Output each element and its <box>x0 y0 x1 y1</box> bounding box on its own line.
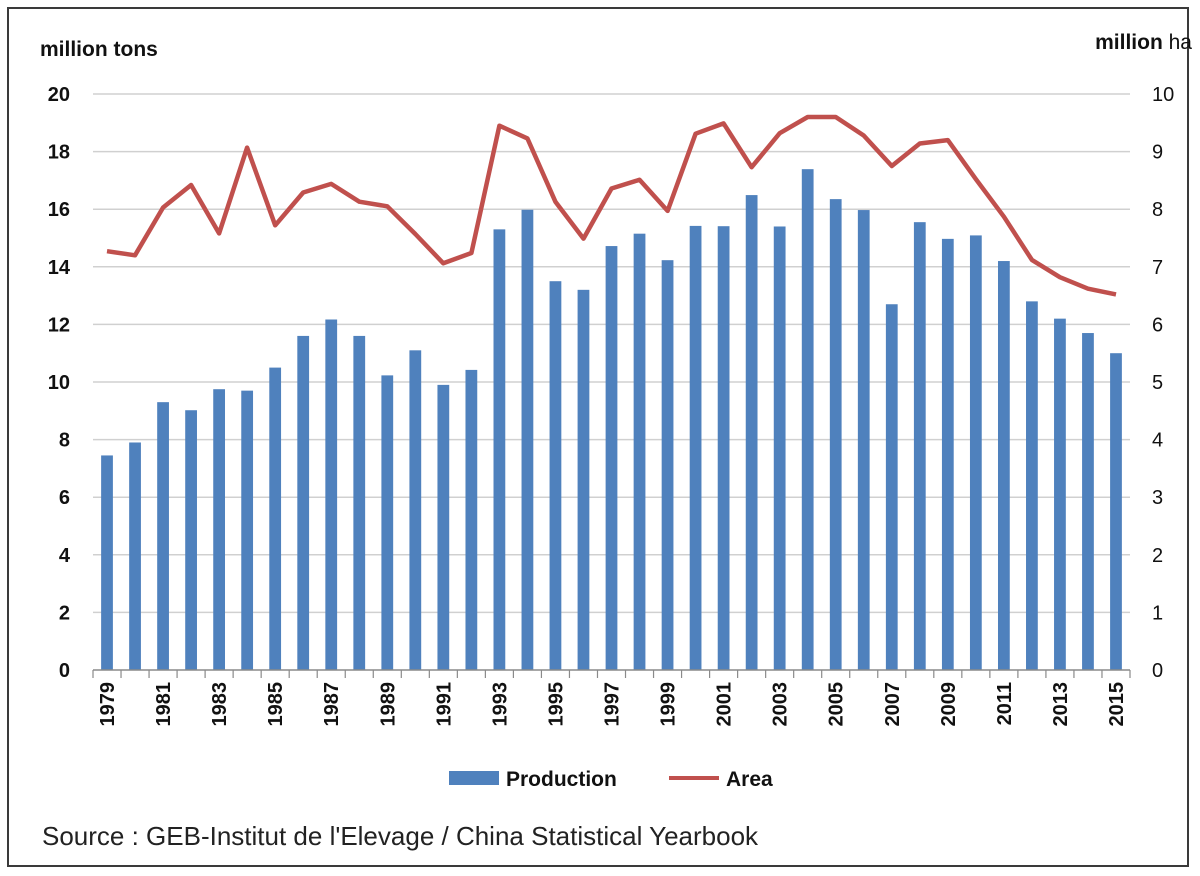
x-tick-label-1983: 1983 <box>209 682 231 727</box>
x-tick-label-2007: 2007 <box>882 682 904 727</box>
production-bar-2014 <box>1082 333 1094 670</box>
left-tick-label: 4 <box>59 545 71 567</box>
area-line <box>106 114 1117 297</box>
left-tick-label: 6 <box>59 487 70 509</box>
production-bar-2012 <box>1026 301 1038 670</box>
right-tick-label: 5 <box>1152 372 1163 394</box>
production-bar-1992 <box>465 369 478 670</box>
left-axis-unit: million tons <box>40 38 158 61</box>
x-tick-label-1979: 1979 <box>97 682 119 727</box>
production-bar-1984 <box>241 390 254 670</box>
production-bar-1993 <box>493 229 506 671</box>
production-bar-2010 <box>969 235 982 670</box>
right-axis-ticks: 0 1 2 3 4 5 6 7 8 9 10 <box>1152 84 1174 682</box>
production-bar-1987 <box>325 319 338 670</box>
production-bar-1994 <box>521 209 534 670</box>
production-bars <box>101 169 1122 671</box>
left-tick-label: 14 <box>48 257 71 279</box>
axes <box>92 669 1131 678</box>
production-bar-1979 <box>101 455 113 670</box>
left-tick-label: 20 <box>48 84 70 106</box>
x-tick-label-1985: 1985 <box>265 682 287 727</box>
left-tick-label: 18 <box>48 142 70 164</box>
production-bar-1990 <box>409 350 422 670</box>
area-line-layer <box>106 114 1117 297</box>
left-tick-label: 2 <box>59 602 70 624</box>
left-tick-label: 12 <box>48 314 70 336</box>
x-tick-label-1989: 1989 <box>377 682 399 727</box>
production-bar-2001 <box>717 226 730 670</box>
right-tick-label: 2 <box>1152 545 1163 567</box>
right-tick-label: 6 <box>1152 314 1163 336</box>
x-tick-label-2015: 2015 <box>1106 682 1128 727</box>
right-axis-unit-bold: million <box>1095 31 1163 54</box>
production-bar-1981 <box>157 402 169 670</box>
production-bar-2008 <box>913 222 926 670</box>
x-tick-label-2001: 2001 <box>714 682 736 727</box>
x-tick-label-2003: 2003 <box>770 682 792 727</box>
production-bar-2011 <box>997 261 1010 670</box>
production-bar-1985 <box>269 367 282 670</box>
x-tick-label-1987: 1987 <box>321 682 343 727</box>
left-axis-ticks: 0 2 4 6 8 10 12 14 16 18 20 <box>48 84 71 682</box>
right-tick-label: 10 <box>1152 84 1174 106</box>
production-bar-2015 <box>1110 353 1122 670</box>
right-tick-label: 0 <box>1152 660 1163 682</box>
production-bar-2000 <box>689 225 702 671</box>
right-axis-unit: million ha <box>1095 31 1192 54</box>
chart-frame <box>7 7 1189 867</box>
production-bar-1989 <box>381 375 394 670</box>
gridlines <box>93 93 1130 614</box>
production-bar-2006 <box>857 210 870 670</box>
x-tick-label-1999: 1999 <box>658 682 680 727</box>
left-tick-label: 16 <box>48 199 70 221</box>
production-bar-1999 <box>661 260 674 670</box>
production-bar-2013 <box>1054 318 1066 670</box>
production-bar-2002 <box>745 195 758 670</box>
right-tick-label: 3 <box>1152 487 1163 509</box>
legend: Production Area <box>449 768 773 791</box>
right-tick-label: 7 <box>1152 257 1163 279</box>
production-bar-1996 <box>577 289 590 670</box>
x-tick-label-1991: 1991 <box>433 682 455 727</box>
right-tick-label: 4 <box>1152 430 1163 452</box>
production-bar-1988 <box>353 335 366 670</box>
production-bar-1983 <box>213 389 226 670</box>
x-tick-label-1981: 1981 <box>153 682 175 727</box>
production-bar-1986 <box>297 335 310 670</box>
right-axis-unit-rest: ha <box>1163 31 1193 54</box>
x-tick-label-2005: 2005 <box>826 682 848 727</box>
left-tick-label: 0 <box>59 660 70 682</box>
production-bar-2005 <box>829 199 842 670</box>
x-tick-label-1995: 1995 <box>545 682 567 727</box>
left-tick-label: 10 <box>48 372 70 394</box>
legend-production-label: Production <box>506 768 617 791</box>
x-tick-label-2009: 2009 <box>938 682 960 727</box>
production-bar-2004 <box>801 169 814 670</box>
right-tick-label: 9 <box>1152 142 1163 164</box>
right-tick-label: 8 <box>1152 199 1163 221</box>
x-tick-label-2011: 2011 <box>994 682 1016 725</box>
source-note: Source : GEB-Institut de l'Elevage / Chi… <box>42 821 759 851</box>
left-tick-label: 8 <box>59 430 70 452</box>
production-bar-1998 <box>633 233 646 670</box>
legend-area-label: Area <box>726 768 773 791</box>
production-bar-2009 <box>941 238 954 670</box>
production-bar-1980 <box>129 442 141 670</box>
x-tick-label-1997: 1997 <box>602 682 624 727</box>
right-tick-label: 1 <box>1152 602 1163 624</box>
legend-production-swatch <box>449 771 499 785</box>
x-tick-label-2013: 2013 <box>1050 682 1072 727</box>
production-bar-2003 <box>773 226 786 671</box>
production-bar-1982 <box>185 410 197 670</box>
production-bar-2007 <box>885 304 898 670</box>
production-bar-1995 <box>549 281 562 670</box>
production-bar-1991 <box>437 384 450 670</box>
production-bar-1997 <box>605 246 618 670</box>
x-axis-ticks: 1979 1981 1983 1985 1987 1989 1991 1993 1995 1997… <box>97 682 1128 727</box>
x-tick-label-1993: 1993 <box>489 682 511 727</box>
